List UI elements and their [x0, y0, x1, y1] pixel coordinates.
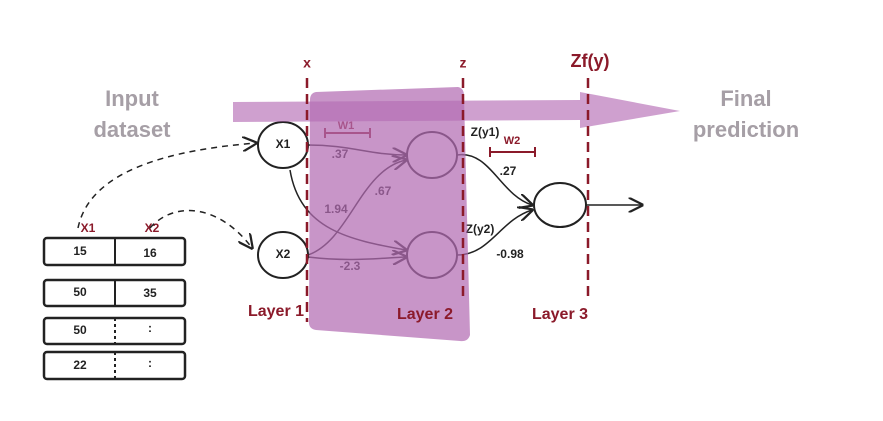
output-label: Final: [720, 86, 771, 111]
table-header: X1: [81, 221, 96, 235]
input-label: dataset: [93, 117, 171, 142]
marker-label: Zf(y): [571, 51, 610, 71]
cell: 50: [73, 285, 87, 299]
marker-label: x: [303, 55, 311, 71]
layer-label: Layer 3: [532, 306, 588, 323]
bracket: [489, 147, 536, 157]
edge: [456, 154, 532, 205]
node-label: X2: [276, 247, 291, 261]
layer-label: Layer 1: [248, 303, 304, 320]
cell: 50: [73, 323, 87, 337]
cell: :: [148, 356, 152, 370]
input-arrow: [149, 209, 252, 248]
cell: 22: [73, 358, 87, 372]
weight: -0.98: [496, 247, 524, 261]
activation: Z(y1): [471, 125, 500, 139]
input-arrow: [77, 143, 256, 229]
table-header: X2: [145, 221, 160, 235]
layer-label: Layer 2: [397, 306, 453, 323]
node-label: X1: [276, 137, 291, 151]
layer-band: [308, 87, 470, 342]
input-label: Input: [105, 86, 159, 111]
weight-label: W2: [504, 135, 521, 147]
node: [533, 182, 587, 228]
dataset-table: [42, 236, 187, 381]
cell: :: [148, 321, 152, 335]
cell: 35: [143, 286, 157, 300]
weight: .27: [500, 164, 517, 178]
cell: 15: [73, 244, 87, 258]
cell: 16: [143, 246, 157, 260]
output-label: prediction: [693, 117, 799, 142]
marker-label: z: [460, 55, 467, 71]
activation: Z(y2): [466, 222, 495, 236]
